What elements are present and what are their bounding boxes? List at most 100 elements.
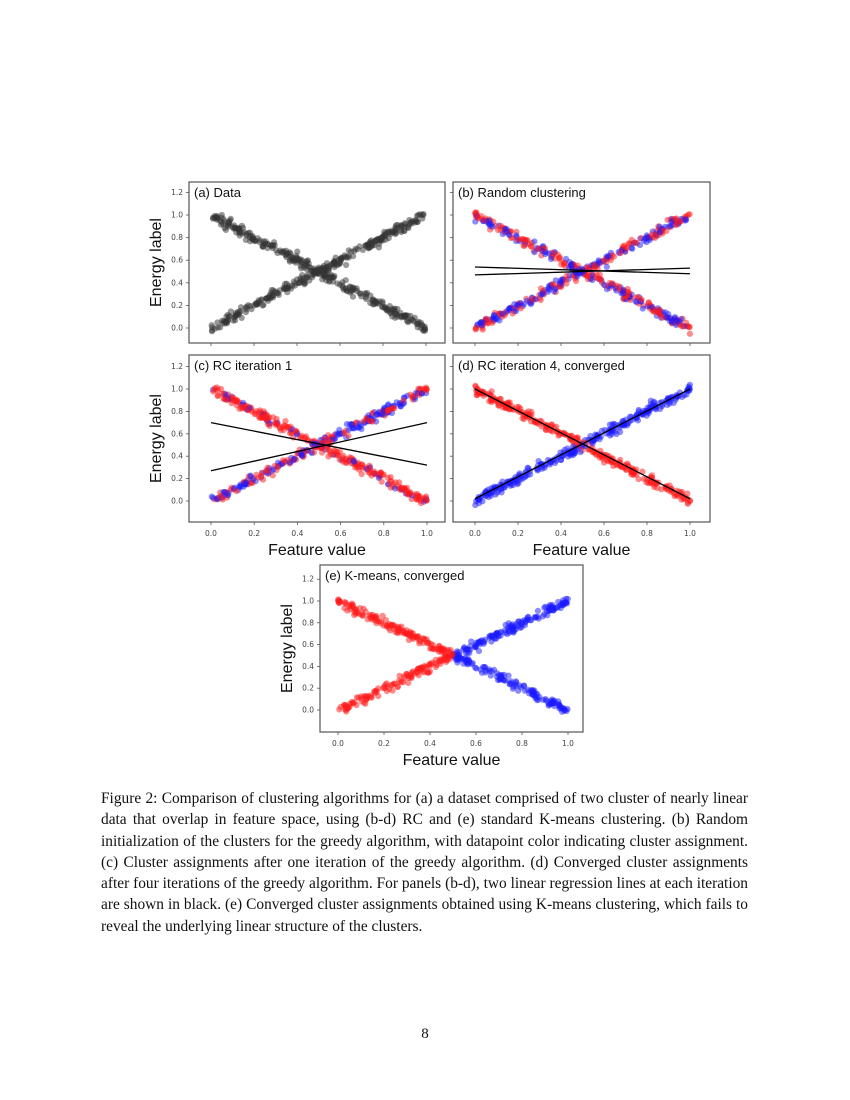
data-point [345, 252, 352, 259]
data-point [502, 404, 510, 411]
y-tick-label: 0.8 [302, 618, 314, 627]
y-tick-label: 0.0 [302, 706, 314, 715]
data-point [382, 236, 389, 243]
data-point [560, 261, 568, 268]
data-point [406, 221, 413, 228]
data-point [574, 262, 581, 269]
data-point [239, 403, 247, 411]
data-point [301, 281, 308, 288]
data-point [473, 324, 480, 331]
data-point [389, 687, 396, 694]
data-point [334, 598, 342, 605]
data-point [423, 497, 430, 504]
data-point [215, 392, 222, 399]
data-point [325, 263, 332, 270]
data-point [650, 398, 658, 405]
data-point [468, 638, 475, 645]
data-point [531, 238, 538, 245]
data-point [472, 382, 479, 389]
data-point [643, 235, 650, 242]
data-point [506, 680, 513, 688]
data-point [223, 319, 230, 326]
data-point [486, 634, 493, 641]
data-point [553, 457, 560, 464]
data-point [505, 672, 512, 679]
data-point [419, 322, 426, 329]
data-point [563, 280, 570, 287]
data-point [232, 309, 240, 316]
y-tick-label: 0.2 [171, 474, 183, 483]
data-point [259, 302, 266, 309]
data-point [563, 707, 570, 715]
data-point [412, 491, 419, 498]
data-point [509, 310, 516, 317]
data-point [639, 305, 646, 312]
data-point [478, 322, 486, 329]
data-point [250, 476, 257, 483]
data-point [398, 229, 405, 236]
data-point [210, 215, 217, 222]
data-point [284, 456, 291, 463]
data-point [632, 298, 639, 305]
y-tick-label: 0.6 [302, 640, 314, 649]
data-point [354, 246, 361, 253]
data-point [376, 236, 384, 243]
data-point [383, 623, 390, 630]
data-point [342, 285, 349, 292]
data-point [540, 696, 547, 704]
data-point [311, 265, 318, 272]
data-point [487, 672, 494, 679]
data-point [447, 649, 454, 656]
data-point [339, 455, 346, 462]
data-point [555, 432, 562, 439]
data-point [389, 681, 396, 688]
data-point [256, 407, 263, 414]
data-point [523, 237, 531, 244]
y-axis-label: Energy label [148, 394, 165, 483]
data-point [475, 648, 483, 655]
data-point [584, 264, 592, 272]
data-point [486, 667, 493, 675]
data-point [629, 245, 636, 252]
data-point [521, 687, 529, 694]
y-axis-label: Energy label [148, 218, 165, 307]
data-point [243, 230, 250, 237]
panel-title: (d) RC iteration 4, converged [458, 358, 625, 373]
data-point [464, 649, 471, 656]
y-tick-label: 0.0 [171, 497, 183, 506]
data-point [382, 304, 389, 311]
data-point [297, 276, 304, 284]
data-point [635, 476, 642, 483]
data-point [537, 297, 544, 304]
x-tick-label: 0.4 [424, 739, 436, 748]
data-point [210, 494, 217, 501]
x-tick-label: 0.8 [378, 529, 390, 538]
data-point [610, 462, 617, 469]
y-tick-label: 0.8 [171, 233, 183, 242]
data-point [656, 223, 663, 230]
x-tick-label: 0.4 [291, 529, 303, 538]
data-point [353, 285, 360, 292]
data-point [611, 428, 619, 435]
y-tick-label: 0.6 [171, 256, 183, 265]
data-point [603, 263, 610, 270]
data-point [260, 240, 268, 247]
data-point [261, 413, 268, 420]
data-point [378, 478, 385, 485]
x-tick-label: 0.2 [248, 529, 260, 538]
data-point [458, 655, 465, 662]
x-tick-label: 0.2 [378, 739, 390, 748]
data-point [249, 232, 256, 240]
data-point [534, 607, 542, 615]
data-point [276, 424, 283, 431]
data-point [362, 293, 369, 301]
data-point [636, 242, 644, 249]
data-point [224, 311, 231, 319]
x-axis-label: Feature value [403, 752, 501, 769]
data-point [363, 695, 370, 703]
data-point [398, 629, 405, 636]
data-point [388, 477, 395, 485]
data-point [217, 493, 225, 500]
x-tick-label: 1.0 [421, 529, 433, 538]
y-tick-label: 0.6 [171, 429, 183, 438]
